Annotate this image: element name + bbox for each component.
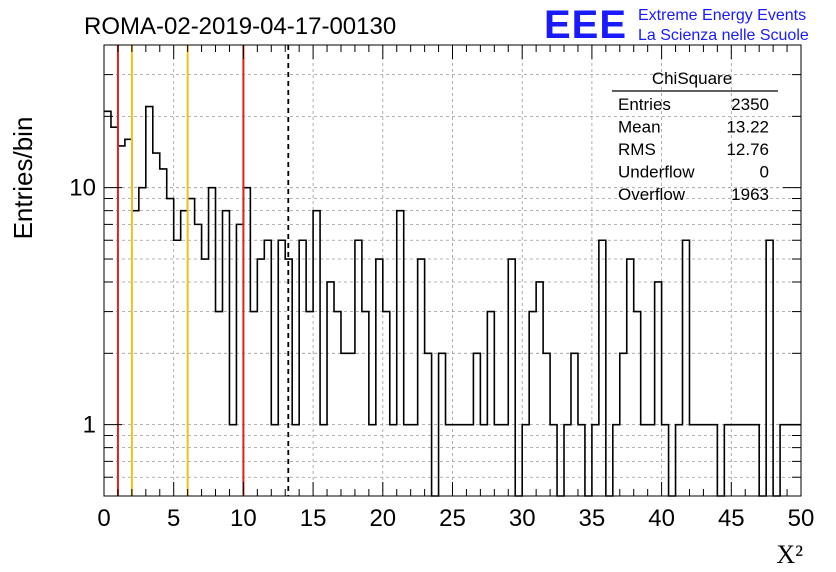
histogram-bin — [383, 312, 390, 496]
stats-row-value: 1963 — [731, 185, 769, 204]
histogram-bin — [362, 312, 369, 496]
stats-row-value: 13.22 — [726, 118, 769, 137]
histogram-bin — [683, 240, 690, 496]
x-axis-label: X² — [776, 540, 803, 569]
eee-logo: EEE Extreme Energy Events La Scienza nel… — [544, 3, 809, 47]
x-tick-label: 50 — [788, 505, 815, 532]
histogram-bin — [174, 240, 181, 496]
histogram-bin — [418, 259, 425, 496]
x-tick-label: 35 — [579, 505, 606, 532]
histogram-bin — [299, 240, 306, 496]
histogram-bin — [139, 188, 146, 496]
x-tick-label: 15 — [300, 505, 327, 532]
logo-mark: EEE — [544, 3, 627, 47]
histogram-bin — [243, 188, 250, 496]
histogram-bin — [167, 199, 174, 496]
y-tick-label: 10 — [69, 175, 96, 202]
x-tick-label: 0 — [97, 505, 110, 532]
histogram-bin — [627, 259, 634, 496]
histogram-bin — [306, 312, 313, 496]
histogram-bin — [508, 259, 515, 496]
stats-row-label: Overflow — [618, 185, 686, 204]
stats-row-label: Mean — [618, 118, 661, 137]
histogram-bin — [327, 282, 334, 496]
histogram-bin — [334, 312, 341, 496]
histogram-bin — [146, 107, 153, 496]
histogram-bin — [104, 111, 111, 496]
histogram-bin — [599, 240, 606, 496]
histogram-bin — [209, 188, 216, 496]
logo-line-1: Extreme Energy Events — [638, 7, 806, 24]
x-tick-label: 20 — [369, 505, 396, 532]
reference-lines — [116, 45, 290, 496]
chart-title: ROMA-02-2019-04-17-00130 — [84, 13, 396, 40]
x-tick-label: 25 — [439, 505, 466, 532]
histogram-bin — [195, 224, 202, 496]
stats-row-value: 2350 — [731, 95, 769, 114]
x-tick-label: 5 — [167, 505, 180, 532]
histogram-bin — [278, 240, 285, 496]
histogram-bin — [125, 139, 132, 496]
axes: 0 5 10 15 20 25 30 35 40 45 50 1 10 — [69, 45, 814, 532]
stats-row-value: 12.76 — [726, 140, 769, 159]
y-tick-label: 1 — [83, 412, 96, 439]
histogram-bin — [355, 240, 362, 496]
histogram-bin — [202, 259, 209, 496]
histogram-outline — [104, 105, 801, 497]
logo-line-2: La Scienza nelle Scuole — [638, 27, 809, 44]
stats-row-label: Entries — [618, 95, 671, 114]
histogram-bin — [376, 259, 383, 496]
histogram-bin — [487, 312, 494, 496]
histogram-bin — [188, 199, 195, 496]
histogram-bin — [153, 153, 160, 496]
x-tick-label: 40 — [648, 505, 675, 532]
histogram-bin — [264, 240, 271, 496]
histogram-bin — [634, 312, 641, 496]
stats-box: ChiSquare Entries 2350 Mean 13.22 RMS 12.76 Un… — [612, 69, 778, 204]
histogram-bin — [655, 282, 662, 496]
stats-row-value: 0 — [760, 163, 769, 182]
stats-box-title: ChiSquare — [652, 69, 732, 88]
histogram-bin — [216, 312, 223, 496]
stats-row-label: RMS — [618, 140, 656, 159]
x-tick-label: 10 — [230, 505, 257, 532]
histogram-bin — [536, 282, 543, 496]
histogram-bin — [160, 169, 167, 496]
y-axis-label: Entries/bin — [8, 117, 38, 240]
grid-lines — [104, 45, 801, 496]
x-tick-label: 45 — [718, 505, 745, 532]
stats-row-label: Underflow — [618, 163, 695, 182]
histogram-bin — [766, 240, 773, 496]
x-tick-label: 30 — [509, 505, 536, 532]
histogram-series — [104, 105, 801, 497]
histogram-bin — [257, 259, 264, 496]
histogram-bin — [529, 312, 536, 496]
histogram-bin — [250, 312, 257, 496]
histogram-bin — [236, 224, 243, 496]
